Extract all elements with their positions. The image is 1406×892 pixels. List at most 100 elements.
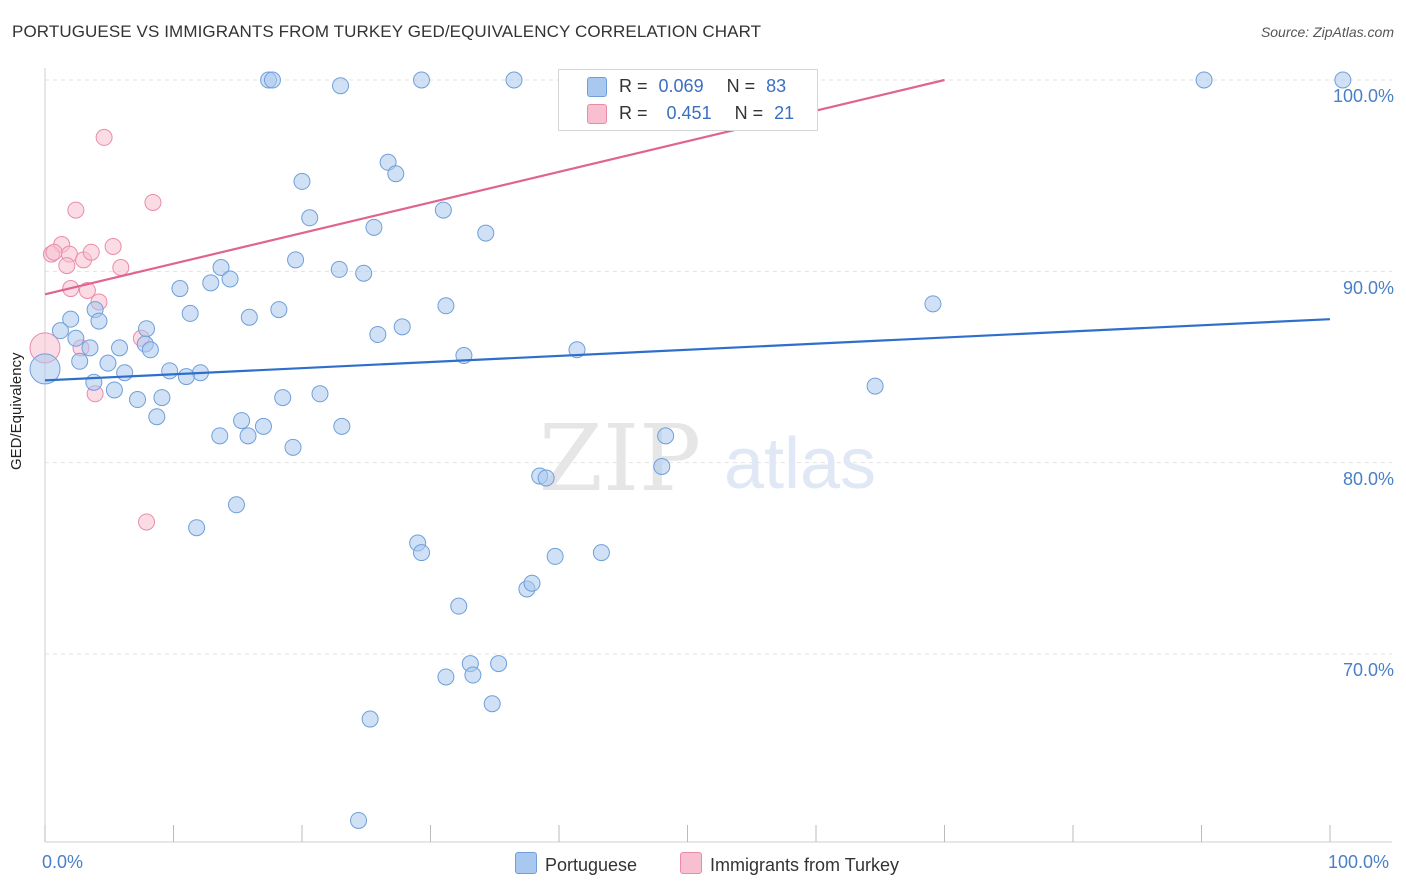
portuguese-point xyxy=(181,304,199,322)
portuguese-point xyxy=(483,695,501,713)
portuguese-point xyxy=(537,469,555,487)
portuguese-label: Portuguese xyxy=(545,855,638,875)
portuguese-point xyxy=(153,389,171,407)
watermark: ZIP atlas xyxy=(539,405,876,512)
portuguese-point xyxy=(387,165,405,183)
portuguese-swatch xyxy=(515,852,537,874)
portuguese-point xyxy=(332,77,350,95)
portuguese-point xyxy=(311,385,329,403)
portuguese-point xyxy=(239,427,257,445)
legend-n-label: N = xyxy=(726,76,756,96)
portuguese-point xyxy=(477,224,495,242)
portuguese-point xyxy=(116,364,134,382)
portuguese-point xyxy=(233,412,251,430)
portuguese-point xyxy=(365,218,383,236)
portuguese-point xyxy=(287,251,305,269)
portuguese-point xyxy=(393,318,411,336)
portuguese-point xyxy=(188,519,206,537)
turkey-point xyxy=(45,243,63,261)
portuguese-point xyxy=(924,295,942,313)
y-tick-label-70: 70.0% xyxy=(1342,660,1394,680)
portuguese-point xyxy=(355,264,373,282)
portuguese-point xyxy=(177,368,195,386)
portuguese-point xyxy=(71,352,89,370)
axes xyxy=(44,68,1392,843)
portuguese-point xyxy=(1334,71,1352,89)
portuguese-point xyxy=(67,329,85,347)
portuguese-point xyxy=(212,259,230,277)
portuguese-point xyxy=(29,353,61,385)
portuguese-points xyxy=(29,71,1352,829)
legend-r-value: 0.451 xyxy=(666,103,712,123)
portuguese-point xyxy=(221,270,239,288)
portuguese-point xyxy=(546,547,564,565)
portuguese-point xyxy=(161,362,179,380)
portuguese-point xyxy=(592,544,610,562)
turkey-point xyxy=(82,243,100,261)
portuguese-trend-line xyxy=(44,318,1331,382)
chart-title: PORTUGUESE VS IMMIGRANTS FROM TURKEY GED… xyxy=(12,22,762,41)
portuguese-point xyxy=(437,297,455,315)
portuguese-point xyxy=(202,274,220,292)
turkey-point xyxy=(67,201,85,219)
portuguese-point xyxy=(240,308,258,326)
portuguese-point xyxy=(138,320,156,338)
portuguese-point xyxy=(657,427,675,445)
y-tick-label-80: 80.0% xyxy=(1342,469,1394,489)
portuguese-point xyxy=(413,544,431,562)
portuguese-point xyxy=(171,280,189,298)
bottom-legend-portuguese: Portuguese xyxy=(515,852,637,876)
turkey-point xyxy=(78,281,96,299)
portuguese-point xyxy=(490,655,508,673)
portuguese-point xyxy=(350,811,368,829)
turkey-swatch xyxy=(680,852,702,874)
legend-blue-swatch xyxy=(587,77,607,97)
portuguese-point xyxy=(866,377,884,395)
portuguese-point xyxy=(62,310,80,328)
portuguese-point xyxy=(464,666,482,684)
turkey-point xyxy=(104,237,122,255)
legend-r-value: 0.069 xyxy=(658,76,704,96)
legend-row-turkey: R = 0.451 N = 21 xyxy=(619,103,794,124)
portuguese-point xyxy=(99,354,117,372)
turkey-label: Immigrants from Turkey xyxy=(710,855,900,875)
stats-legend: R = 0.069 N = 83 R = 0.451 N = 21 xyxy=(558,69,818,131)
portuguese-point xyxy=(293,172,311,190)
portuguese-point xyxy=(333,417,351,435)
x-tick-label-100: 100.0% xyxy=(1328,852,1390,872)
watermark-zip: ZIP xyxy=(539,405,701,512)
portuguese-point xyxy=(505,71,523,89)
portuguese-point xyxy=(413,71,431,89)
portuguese-point xyxy=(434,201,452,219)
portuguese-point xyxy=(129,391,147,409)
legend-row-portuguese: R = 0.069 N = 83 xyxy=(619,76,786,97)
portuguese-point xyxy=(450,597,468,615)
portuguese-point xyxy=(330,260,348,278)
x-tick-label-0: 0.0% xyxy=(42,852,84,872)
portuguese-point xyxy=(301,209,319,227)
portuguese-point xyxy=(227,496,245,514)
legend-n-value: 21 xyxy=(774,103,795,123)
portuguese-point xyxy=(1195,71,1213,89)
legend-r-label: R = xyxy=(619,103,648,123)
portuguese-point xyxy=(270,301,288,319)
legend-pink-swatch xyxy=(587,104,607,124)
portuguese-point xyxy=(361,710,379,728)
portuguese-point xyxy=(105,381,123,399)
portuguese-point xyxy=(51,322,69,340)
portuguese-point xyxy=(254,417,272,435)
portuguese-point xyxy=(81,339,99,357)
portuguese-point xyxy=(274,389,292,407)
legend-n-value: 83 xyxy=(766,76,787,96)
portuguese-point xyxy=(211,427,229,445)
legend-n-label: N = xyxy=(734,103,764,123)
y-tick-label-100: 100.0% xyxy=(1332,86,1394,106)
portuguese-point xyxy=(111,339,129,357)
portuguese-point xyxy=(148,408,166,426)
portuguese-point xyxy=(284,438,302,456)
portuguese-point xyxy=(437,668,455,686)
portuguese-point xyxy=(369,325,387,343)
y-tick-label-90: 90.0% xyxy=(1342,278,1394,298)
turkey-point xyxy=(112,259,130,277)
